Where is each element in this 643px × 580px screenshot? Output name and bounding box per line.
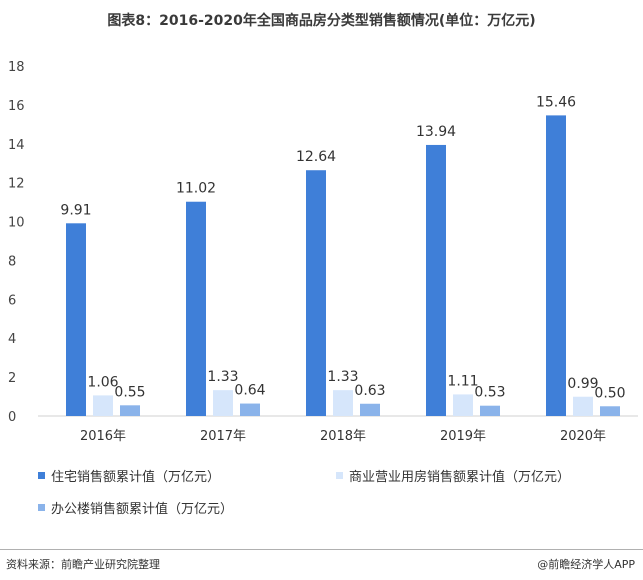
y-tick-label: 6: [8, 293, 16, 308]
bar-office: [600, 406, 620, 416]
data-label: 1.33: [207, 369, 238, 385]
y-tick-label: 18: [8, 60, 25, 75]
data-label: 9.91: [60, 202, 91, 218]
legend-item-commercial: 商业营业用房销售额累计值（万亿元）: [336, 466, 570, 485]
data-label: 13.94: [416, 124, 456, 140]
data-label: 15.46: [536, 94, 576, 110]
bar-office: [120, 405, 140, 416]
data-label: 0.55: [114, 384, 145, 400]
bar-residential: [426, 144, 446, 416]
footer-divider: [0, 549, 643, 550]
x-tick-label: 2016年: [80, 429, 126, 444]
y-tick-label: 10: [8, 216, 25, 231]
data-label: 1.33: [327, 369, 358, 385]
data-label: 12.64: [296, 149, 336, 165]
bar-chart: 0 2 4 6 8 10 12 14 16 18 9.91 1.060.55 2016年 11.02 1.3…: [8, 60, 638, 444]
legend-label-office: 办公楼销售额累计值（万亿元）: [51, 502, 234, 517]
data-label: 1.11: [447, 373, 478, 389]
bar-residential: [66, 223, 86, 416]
data-label: 1.06: [87, 374, 118, 390]
y-tick-label: 16: [8, 99, 25, 114]
y-tick-label: 4: [8, 332, 16, 347]
bar-office: [360, 403, 380, 416]
data-label: 0.53: [474, 385, 505, 401]
legend-item-office: 办公楼销售额累计值（万亿元）: [38, 498, 233, 517]
bar-commercial: [453, 394, 473, 416]
legend-swatch-commercial: [336, 472, 343, 479]
y-tick-label: 8: [8, 254, 16, 269]
credit-note: @前瞻经济学人APP: [537, 558, 635, 571]
data-label: 11.02: [176, 181, 216, 197]
legend-item-residential: 住宅销售额累计值（万亿元）: [38, 466, 220, 485]
bar-commercial: [573, 396, 593, 416]
data-label: 0.50: [594, 385, 625, 401]
legend-swatch-office: [38, 504, 45, 511]
chart-title: 图表8：2016-2020年全国商品房分类型销售额情况(单位：万亿元): [107, 13, 536, 29]
data-label: 0.64: [234, 383, 265, 399]
x-tick-label: 2017年: [200, 429, 246, 444]
legend-label-commercial: 商业营业用房销售额累计值（万亿元）: [349, 470, 571, 485]
legend-swatch-residential: [38, 472, 45, 479]
bar-commercial: [213, 390, 233, 416]
data-label: 0.99: [567, 376, 598, 392]
bar-residential: [306, 170, 326, 416]
x-tick-label: 2018年: [320, 429, 366, 444]
y-tick-label: 2: [8, 371, 16, 386]
bar-office: [480, 405, 500, 416]
y-tick-label: 0: [8, 410, 16, 425]
bar-residential: [546, 115, 566, 416]
y-tick-label: 12: [8, 177, 25, 192]
y-tick-label: 14: [8, 138, 25, 153]
bar-commercial: [93, 395, 113, 416]
data-label: 0.63: [354, 383, 385, 399]
x-tick-label: 2020年: [560, 429, 606, 444]
legend-label-residential: 住宅销售额累计值（万亿元）: [51, 470, 221, 485]
source-note: 资料来源：前瞻产业研究院整理: [6, 558, 160, 571]
bar-office: [240, 403, 260, 416]
x-tick-label: 2019年: [440, 429, 486, 444]
bar-residential: [186, 201, 206, 416]
bar-commercial: [333, 390, 353, 416]
